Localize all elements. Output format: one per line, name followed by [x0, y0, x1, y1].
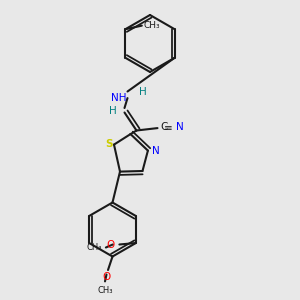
Text: C: C [160, 122, 168, 133]
Text: CH₃: CH₃ [143, 21, 160, 30]
Text: ≡: ≡ [164, 122, 172, 133]
Text: H: H [109, 106, 117, 116]
Text: N: N [176, 122, 183, 133]
Text: S: S [105, 139, 112, 149]
Text: O: O [106, 239, 115, 250]
Text: O: O [102, 272, 111, 281]
Text: CH₃: CH₃ [97, 286, 113, 295]
Text: NH: NH [110, 93, 126, 103]
Text: CH₃: CH₃ [86, 243, 102, 252]
Text: N: N [152, 146, 160, 156]
Text: H: H [139, 86, 147, 97]
